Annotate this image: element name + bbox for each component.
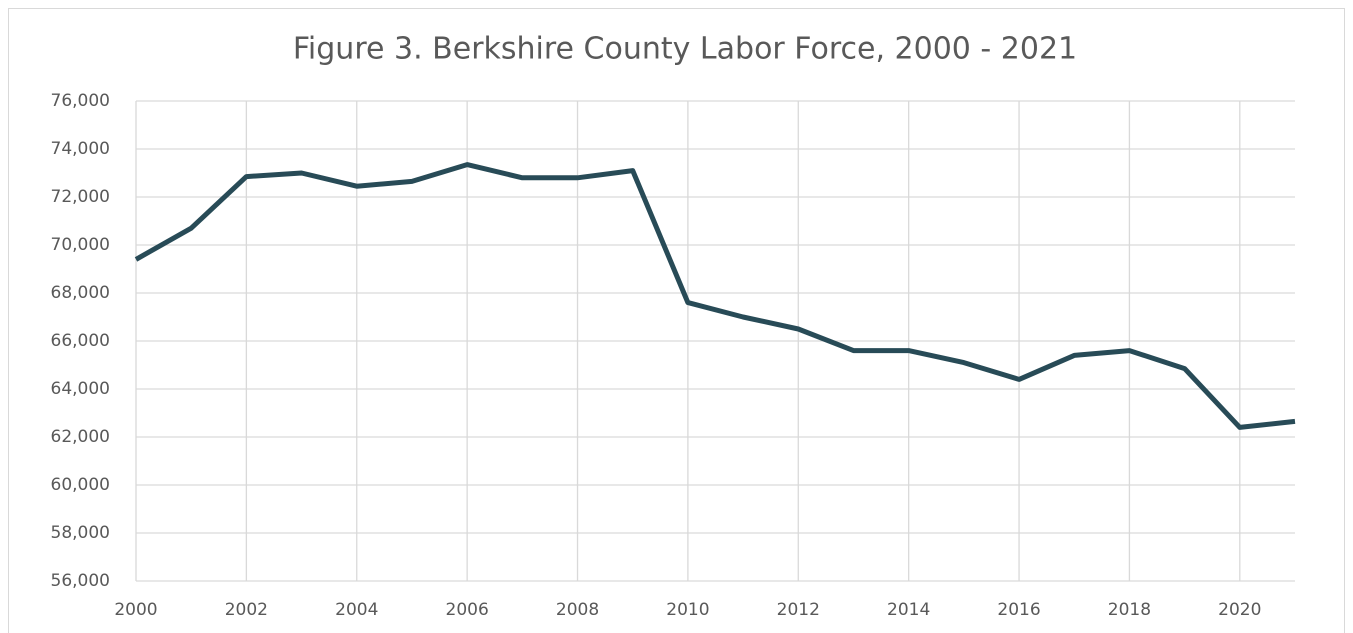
x-tick-label: 2006 [446, 600, 489, 620]
y-tick-label: 56,000 [51, 571, 110, 591]
y-tick-label: 66,000 [51, 331, 110, 351]
x-tick-label: 2002 [225, 600, 268, 620]
x-tick-label: 2020 [1218, 600, 1261, 620]
x-tick-label: 2012 [777, 600, 820, 620]
x-tick-label: 2004 [335, 600, 378, 620]
y-tick-label: 70,000 [51, 235, 110, 255]
y-tick-label: 72,000 [51, 187, 110, 207]
y-tick-label: 60,000 [51, 475, 110, 495]
x-tick-label: 2014 [887, 600, 930, 620]
x-tick-label: 2008 [556, 600, 599, 620]
x-tick-label: 2016 [997, 600, 1040, 620]
chart-title: Figure 3. Berkshire County Labor Force, … [293, 32, 1077, 67]
y-tick-label: 64,000 [51, 379, 110, 399]
y-tick-label: 58,000 [51, 523, 110, 543]
chart-frame [8, 8, 1345, 633]
y-tick-label: 74,000 [51, 139, 110, 159]
x-tick-label: 2010 [666, 600, 709, 620]
x-tick-label: 2018 [1108, 600, 1151, 620]
x-tick-label: 2000 [114, 600, 157, 620]
y-tick-label: 76,000 [51, 91, 110, 111]
data-line [134, 162, 1296, 430]
y-tick-label: 62,000 [51, 427, 110, 447]
y-tick-label: 68,000 [51, 283, 110, 303]
